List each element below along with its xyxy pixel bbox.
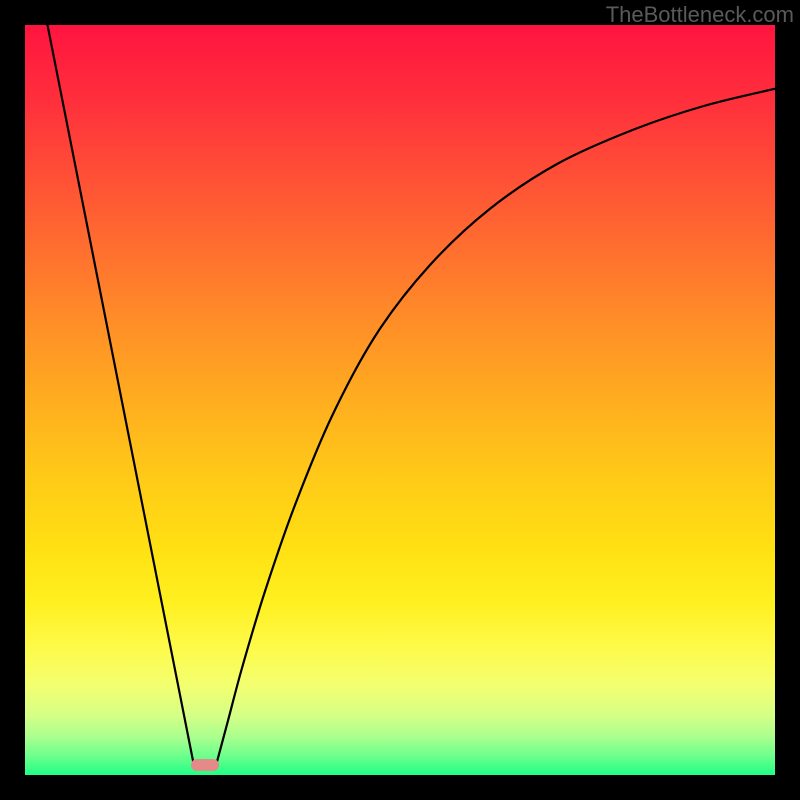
minimum-marker xyxy=(191,759,219,771)
bottleneck-curve xyxy=(48,25,776,765)
curve-layer xyxy=(25,25,775,775)
plot-area xyxy=(25,25,775,775)
chart-container: TheBottleneck.com xyxy=(0,0,800,800)
watermark-text: TheBottleneck.com xyxy=(606,2,794,28)
plot-outer-frame: TheBottleneck.com xyxy=(0,0,800,800)
